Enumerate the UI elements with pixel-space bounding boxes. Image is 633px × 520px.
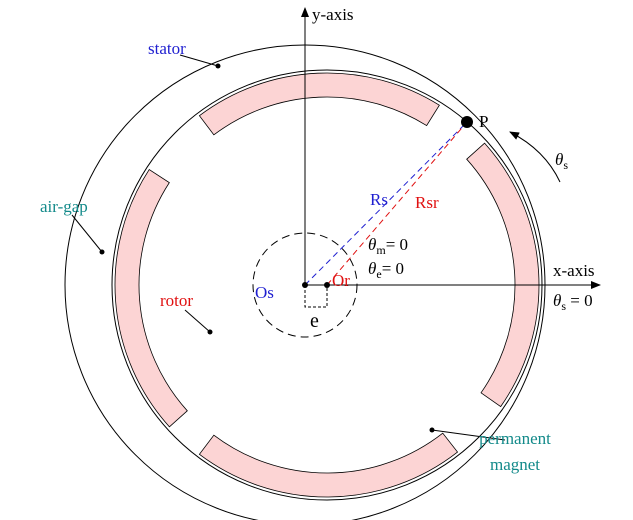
e-label: e [310,310,319,332]
theta-s-label: θs [555,150,568,172]
leader-dot [99,249,105,255]
rsr-line [326,121,468,286]
rs-line [304,121,468,286]
symbol: θ [368,259,376,278]
subscript: s [563,158,568,172]
or-label: Or [332,271,350,290]
rest: = 0 [566,291,593,310]
magnet-label: magnet [490,455,540,474]
leader [179,54,219,67]
symbol: θ [555,150,563,169]
rest: = 0 [382,259,404,278]
magnets [114,72,540,498]
stator-label: stator [148,39,186,58]
or-dot [324,282,330,288]
theta-arrow [509,131,561,183]
p-label: P [479,112,488,131]
leader-dot [207,329,213,335]
leader [184,309,211,333]
subscript: m [376,243,386,257]
theta-e-label: θe= 0 [368,259,404,281]
rs-label: Rs [370,190,388,209]
rest: = 0 [386,235,408,254]
magnet [198,72,440,136]
rsr-label: Rsr [415,193,439,212]
leader-dot [429,427,435,433]
os-dot [302,282,308,288]
symbol: θ [368,235,376,254]
y-axis-label: y-axis [312,5,354,24]
magnet [198,432,459,498]
e-box [304,284,328,308]
leader [71,214,103,253]
x-axis-label: x-axis [553,261,595,280]
leader-dot [215,63,221,69]
theta-m-label: θm= 0 [368,235,408,257]
p-dot [461,116,473,128]
os-label: Os [255,283,274,302]
permanent-label: permanent [479,429,551,448]
air-gap-label: air-gap [40,197,88,216]
subscript: e [376,267,381,281]
theta-s0-label: θs = 0 [553,291,593,313]
symbol: θ [553,291,561,310]
rotor-label: rotor [160,291,193,310]
leader [431,429,506,441]
magnet [466,142,540,408]
subscript: s [561,299,566,313]
magnet [114,168,188,428]
